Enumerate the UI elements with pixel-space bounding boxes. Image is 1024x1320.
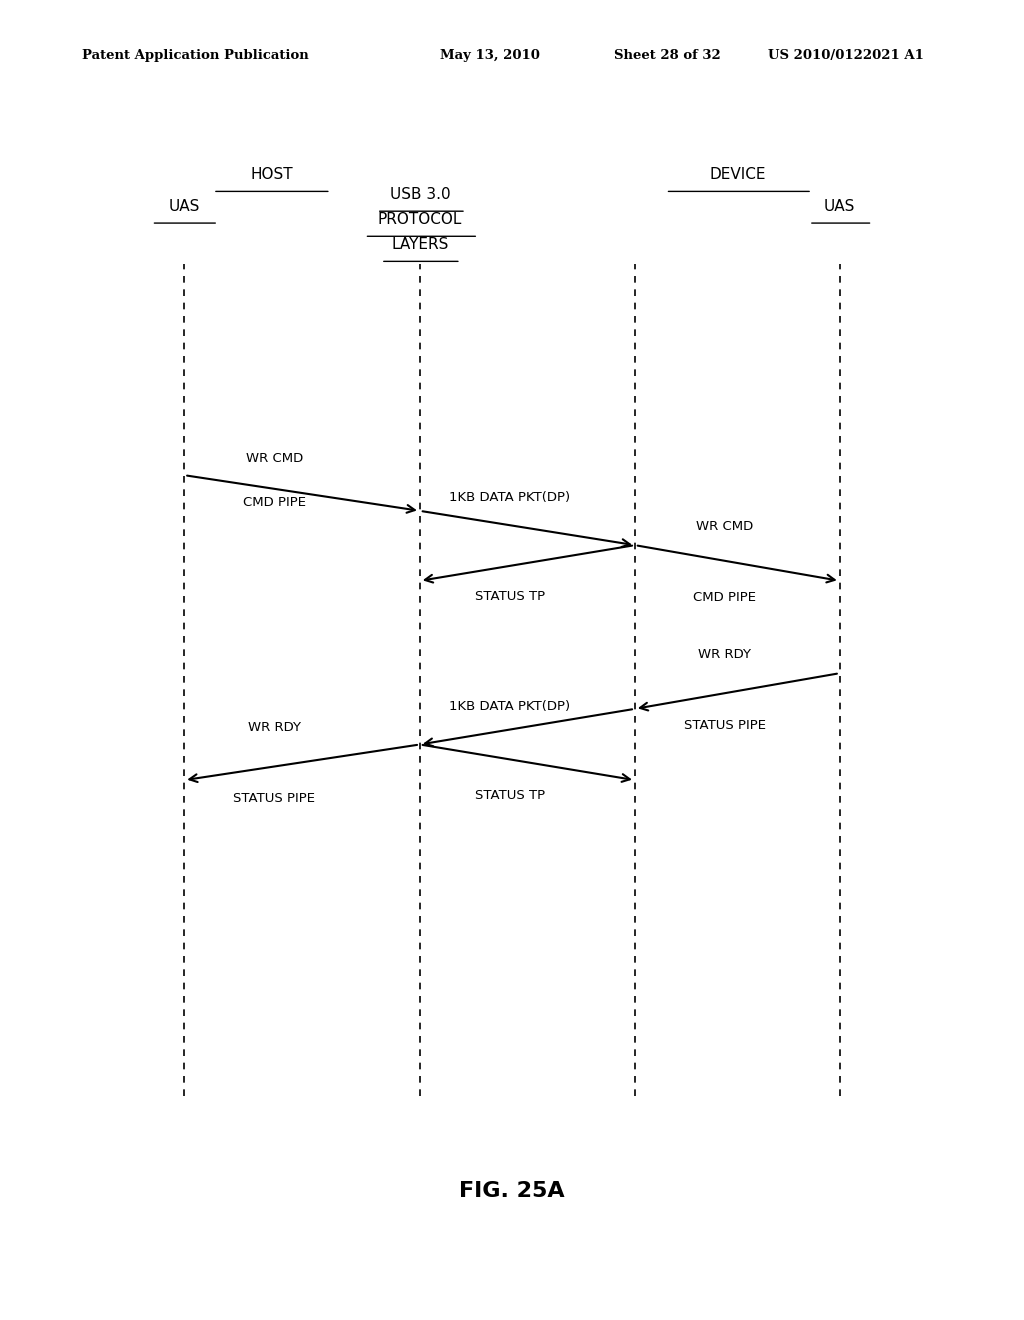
Text: STATUS PIPE: STATUS PIPE (233, 792, 315, 805)
Text: STATUS TP: STATUS TP (475, 789, 545, 803)
Text: LAYERS: LAYERS (391, 238, 449, 252)
Text: PROTOCOL: PROTOCOL (378, 213, 462, 227)
Text: 1KB DATA PKT(DP): 1KB DATA PKT(DP) (450, 700, 570, 713)
Text: WR RDY: WR RDY (248, 721, 301, 734)
Text: WR RDY: WR RDY (698, 648, 752, 661)
Text: CMD PIPE: CMD PIPE (693, 591, 757, 605)
Text: Sheet 28 of 32: Sheet 28 of 32 (614, 49, 721, 62)
Text: CMD PIPE: CMD PIPE (243, 496, 306, 510)
Text: Patent Application Publication: Patent Application Publication (82, 49, 308, 62)
Text: DEVICE: DEVICE (709, 168, 766, 182)
Text: FIG. 25A: FIG. 25A (459, 1181, 565, 1201)
Text: HOST: HOST (250, 168, 293, 182)
Text: May 13, 2010: May 13, 2010 (440, 49, 541, 62)
Text: WR CMD: WR CMD (696, 520, 754, 533)
Text: US 2010/0122021 A1: US 2010/0122021 A1 (768, 49, 924, 62)
Text: UAS: UAS (824, 199, 855, 214)
Text: STATUS TP: STATUS TP (475, 590, 545, 603)
Text: WR CMD: WR CMD (246, 451, 303, 465)
Text: STATUS PIPE: STATUS PIPE (684, 719, 766, 733)
Text: UAS: UAS (169, 199, 200, 214)
Text: USB 3.0: USB 3.0 (389, 187, 451, 202)
Text: 1KB DATA PKT(DP): 1KB DATA PKT(DP) (450, 491, 570, 504)
